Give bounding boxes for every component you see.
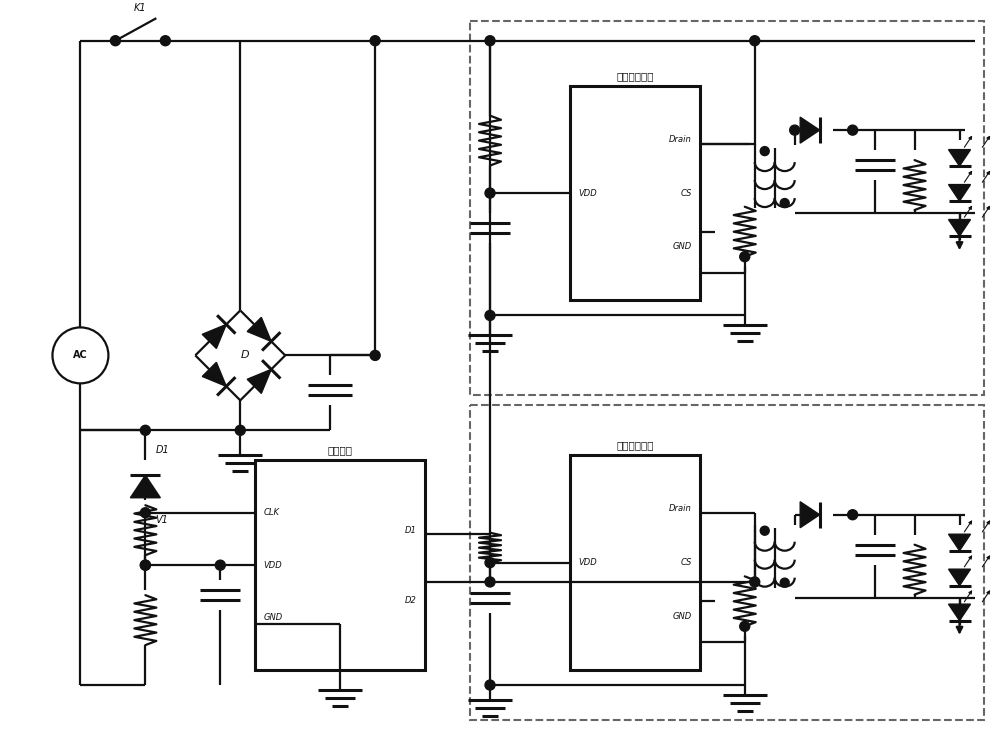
Circle shape	[760, 526, 769, 535]
Bar	[570, 85, 700, 301]
Polygon shape	[202, 324, 226, 348]
Text: VDD: VDD	[578, 558, 597, 567]
Polygon shape	[247, 318, 271, 342]
Circle shape	[740, 252, 750, 261]
Circle shape	[485, 558, 495, 568]
Polygon shape	[949, 185, 971, 201]
Circle shape	[780, 199, 789, 207]
Circle shape	[52, 328, 108, 383]
Text: GND: GND	[263, 613, 282, 622]
Circle shape	[370, 350, 380, 361]
Text: VDD: VDD	[263, 561, 282, 569]
Circle shape	[780, 578, 789, 587]
Circle shape	[848, 510, 858, 520]
Text: VDD: VDD	[578, 188, 597, 198]
Text: Drain: Drain	[669, 135, 692, 144]
Text: CLK: CLK	[263, 508, 279, 518]
Polygon shape	[949, 534, 971, 550]
Text: D: D	[241, 350, 250, 361]
Circle shape	[140, 560, 150, 570]
Circle shape	[760, 147, 769, 155]
Circle shape	[140, 508, 150, 518]
Bar	[470, 20, 984, 396]
Text: GND: GND	[673, 242, 692, 251]
Circle shape	[848, 125, 858, 135]
Polygon shape	[800, 117, 820, 143]
Text: K1: K1	[134, 3, 147, 12]
Bar	[570, 456, 700, 670]
Text: CS: CS	[680, 188, 692, 198]
Polygon shape	[949, 569, 971, 585]
Polygon shape	[247, 369, 271, 393]
Circle shape	[750, 577, 760, 587]
Text: D1: D1	[155, 445, 169, 456]
Circle shape	[110, 36, 120, 46]
Text: 恒流驱动部分: 恒流驱动部分	[616, 440, 654, 450]
Circle shape	[485, 577, 495, 587]
Circle shape	[740, 621, 750, 631]
Bar	[255, 461, 425, 670]
Text: D2: D2	[405, 596, 417, 604]
Text: V1: V1	[155, 515, 168, 525]
Text: D1: D1	[405, 526, 417, 534]
Circle shape	[140, 426, 150, 435]
Text: GND: GND	[673, 612, 692, 621]
Polygon shape	[949, 150, 971, 166]
Text: 恒流驱动部分: 恒流驱动部分	[616, 71, 654, 81]
Circle shape	[485, 680, 495, 690]
Circle shape	[235, 426, 245, 435]
Polygon shape	[130, 475, 160, 498]
Circle shape	[750, 36, 760, 46]
Polygon shape	[949, 604, 971, 620]
Circle shape	[485, 310, 495, 320]
Bar	[470, 405, 984, 720]
Text: AC: AC	[73, 350, 88, 361]
Text: Drain: Drain	[669, 504, 692, 513]
Circle shape	[160, 36, 170, 46]
Polygon shape	[800, 502, 820, 528]
Text: 色温芯片: 色温芯片	[328, 445, 353, 456]
Circle shape	[215, 560, 225, 570]
Text: CS: CS	[680, 558, 692, 567]
Circle shape	[370, 36, 380, 46]
Circle shape	[485, 36, 495, 46]
Polygon shape	[949, 220, 971, 236]
Circle shape	[140, 560, 150, 570]
Circle shape	[790, 125, 800, 135]
Polygon shape	[202, 362, 226, 386]
Circle shape	[485, 188, 495, 198]
